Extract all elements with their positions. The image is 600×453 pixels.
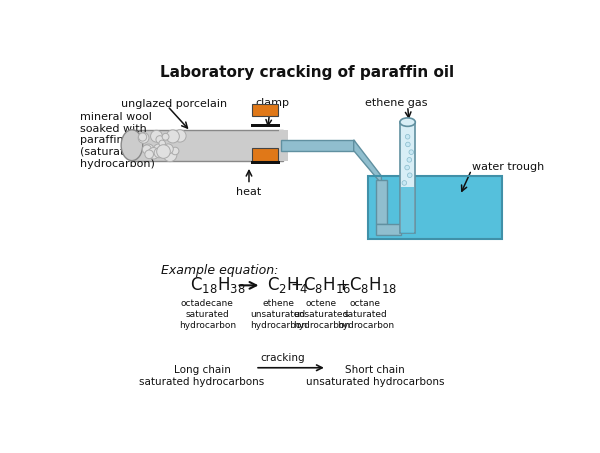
Circle shape [163,148,177,162]
Bar [251,161,280,164]
Circle shape [154,148,164,158]
Text: $\mathregular{C_{2}H_{4}}$: $\mathregular{C_{2}H_{4}}$ [268,275,308,295]
Bar [368,176,502,239]
Text: octadecane
saturated
hydrocarbon: octadecane saturated hydrocarbon [179,299,236,330]
Circle shape [406,142,410,147]
Bar [401,187,414,233]
Circle shape [407,173,412,178]
Circle shape [163,144,173,154]
Bar [376,180,387,224]
Bar [252,148,278,161]
Circle shape [148,148,160,159]
Bar [279,130,288,161]
Circle shape [163,149,169,155]
Text: cracking: cracking [260,353,305,363]
Circle shape [139,133,146,141]
Circle shape [143,144,154,154]
Circle shape [157,145,170,159]
Circle shape [409,150,413,154]
Text: clamp: clamp [256,98,290,108]
Circle shape [405,135,410,139]
Text: Laboratory cracking of paraffin oil: Laboratory cracking of paraffin oil [160,65,455,80]
Bar [368,176,502,239]
Circle shape [151,130,163,142]
Circle shape [162,149,169,156]
Bar [132,130,283,161]
Bar [252,104,278,116]
Circle shape [407,158,412,162]
Text: Short chain
unsaturated hydrocarbons: Short chain unsaturated hydrocarbons [306,365,445,387]
Text: unglazed porcelain: unglazed porcelain [121,99,227,109]
Text: $\mathregular{C_{8}H_{18}}$: $\mathregular{C_{8}H_{18}}$ [349,275,397,295]
Text: Long chain
saturated hydrocarbons: Long chain saturated hydrocarbons [139,365,265,387]
Text: ethene
unsaturated
hydrocarbon: ethene unsaturated hydrocarbon [250,299,307,330]
Text: octene
unsaturated
hydrocarbon: octene unsaturated hydrocarbon [293,299,350,330]
Text: $\mathregular{C_{8}H_{16}}$: $\mathregular{C_{8}H_{16}}$ [303,275,351,295]
Bar [400,122,415,233]
Text: Example equation:: Example equation: [161,264,278,277]
Bar [281,140,354,150]
Circle shape [145,150,154,159]
Circle shape [142,145,151,154]
Polygon shape [354,140,382,184]
Circle shape [172,147,179,155]
Text: octane
saturated
hydrocarbon: octane saturated hydrocarbon [337,299,394,330]
Text: heat: heat [236,187,262,197]
Text: +: + [290,278,303,293]
Circle shape [174,130,186,142]
Circle shape [405,165,409,170]
Text: mineral wool
soaked with
paraffin oil
(saturated
hydrocarbon): mineral wool soaked with paraffin oil (s… [80,112,155,169]
Ellipse shape [121,130,143,161]
Text: ethene gas: ethene gas [365,98,427,108]
Circle shape [162,133,169,140]
Circle shape [159,140,166,147]
Circle shape [402,181,407,185]
Circle shape [138,132,149,143]
Bar [251,124,280,127]
Circle shape [154,144,164,155]
Text: +: + [337,278,349,293]
Circle shape [156,135,164,143]
Circle shape [166,130,179,143]
Ellipse shape [400,118,415,126]
Bar [376,224,401,235]
Text: $\mathregular{C_{18}H_{38}}$: $\mathregular{C_{18}H_{38}}$ [190,275,246,295]
Text: water trough: water trough [472,162,544,172]
